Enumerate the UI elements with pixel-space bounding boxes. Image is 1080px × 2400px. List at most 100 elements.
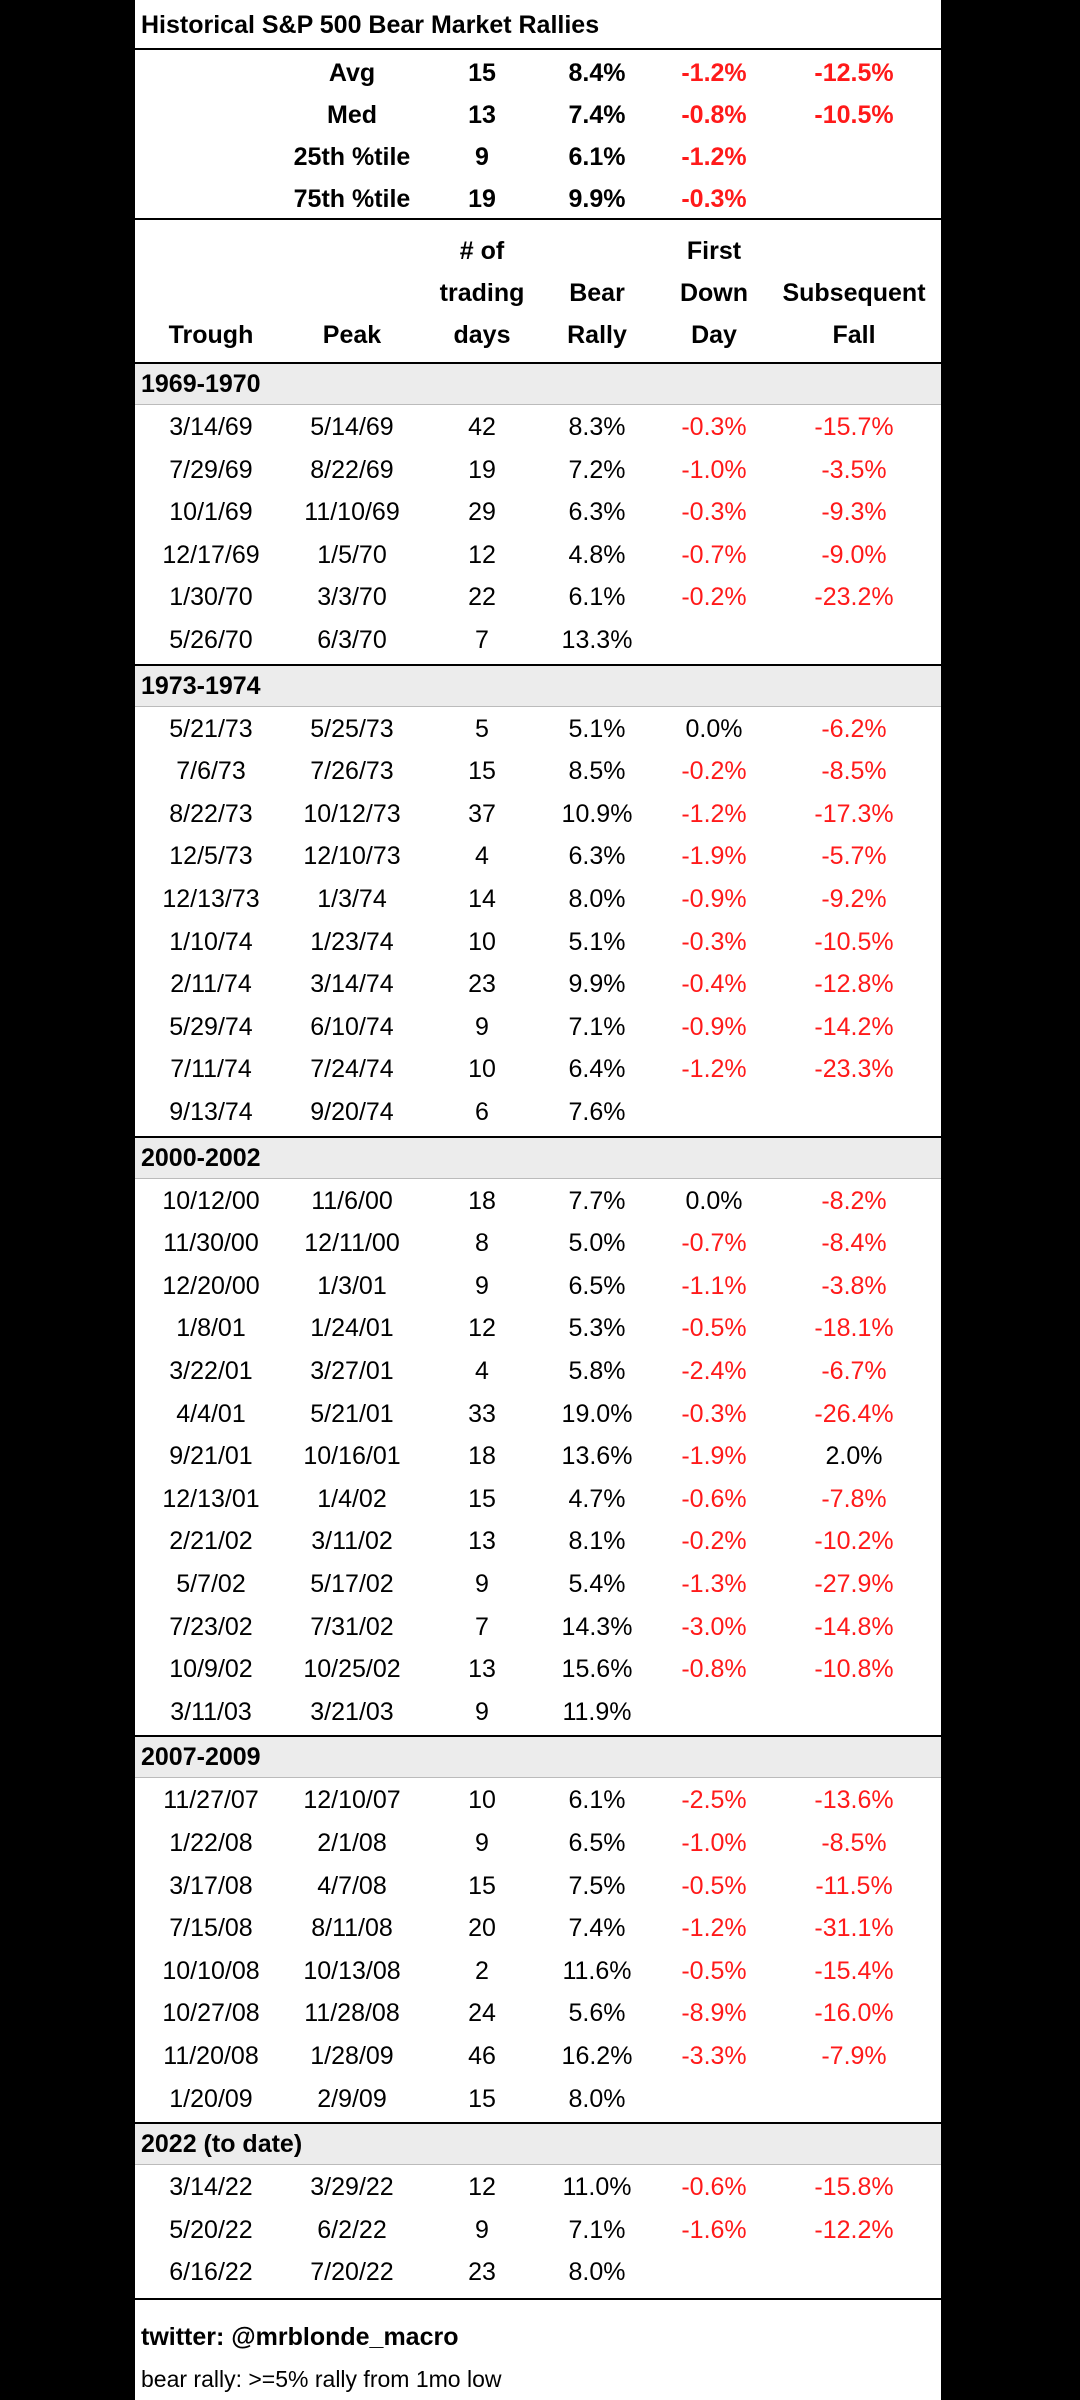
cell: 10 (468, 927, 496, 956)
cell: -1.6% (681, 2215, 747, 2244)
cell: 6.4% (568, 1055, 626, 1084)
cell: 8.5% (568, 757, 626, 786)
cell: 7/24/74 (310, 1055, 394, 1084)
group-label: 2022 (to date) (141, 2130, 303, 2159)
group-label: 2007-2009 (141, 1743, 261, 1772)
cell: Avg (328, 59, 376, 87)
cell: -9.2% (821, 885, 887, 913)
cell: 12 (468, 1314, 496, 1343)
cell: -0.5% (681, 1956, 747, 1985)
cell: 12 (468, 2173, 496, 2202)
cell: 1/20/09 (169, 2084, 253, 2113)
cell: 7 (475, 626, 489, 654)
cell: 7/11/74 (170, 1055, 252, 1084)
cell: -3.5% (821, 455, 887, 484)
cell: 10.9% (561, 799, 633, 828)
cell: 19 (468, 455, 496, 484)
cell: 0.0% (685, 1186, 743, 1215)
cell: 2/1/08 (317, 1829, 387, 1857)
cell: 10/9/02 (169, 1655, 253, 1684)
cell: 1/23/74 (310, 927, 394, 956)
cell: Trough (168, 321, 254, 349)
cell: 7/15/08 (169, 1914, 253, 1943)
cell: 1/24/01 (310, 1314, 394, 1343)
cell: 20 (468, 1914, 496, 1943)
cell: 9.9% (568, 970, 626, 999)
cell: 11/6/00 (311, 1186, 393, 1215)
cell: 1/5/70 (317, 540, 387, 569)
cell: -18.1% (814, 1314, 894, 1343)
cell: -1.2% (681, 59, 747, 87)
cell: 25th %tile (293, 143, 411, 171)
cell: Rally (567, 321, 627, 349)
cell: 10/12/00 (162, 1186, 260, 1215)
cell: -12.2% (814, 2215, 894, 2244)
cell: -10.5% (814, 927, 894, 956)
cell: 6.1% (568, 143, 626, 171)
cell: 7/20/22 (310, 2258, 394, 2287)
group-header (135, 663, 941, 707)
cell: 10/16/01 (303, 1442, 401, 1471)
cell: 10/12/73 (303, 799, 401, 828)
group-header (135, 1735, 941, 1779)
footer-note: bear rally: >=5% rally from 1mo low (141, 2366, 502, 2392)
cell: 1/3/74 (317, 885, 387, 913)
cell: -1.2% (681, 1914, 747, 1943)
cell: 9/21/01 (169, 1442, 253, 1471)
cell: -0.3% (681, 498, 747, 527)
cell: 0.0% (685, 714, 743, 743)
cell: -13.6% (814, 1786, 894, 1815)
footer-handle: twitter: @mrblonde_macro (141, 2323, 459, 2351)
group-header (135, 1135, 941, 1179)
cell: 4.7% (568, 1484, 626, 1513)
cell: -1.3% (681, 1570, 747, 1598)
cell: 9/13/74 (169, 1098, 253, 1126)
cell: 7.4% (568, 1914, 626, 1943)
cell: 8/22/73 (169, 799, 253, 828)
cell: 6.1% (568, 1786, 626, 1815)
cell: -9.3% (821, 498, 887, 527)
cell: 23 (468, 970, 496, 999)
cell: 5/26/70 (169, 626, 253, 654)
cell: -17.3% (814, 799, 894, 828)
cell: 14 (468, 885, 496, 913)
cell: 11/10/69 (304, 498, 400, 527)
rule (135, 2298, 941, 2300)
cell: Fall (832, 321, 876, 349)
cell: -6.2% (821, 714, 887, 743)
cell: 7/29/69 (169, 455, 253, 484)
cell: 11/27/07 (163, 1786, 259, 1815)
cell: -0.2% (681, 583, 747, 612)
cell: 1/8/01 (176, 1314, 246, 1343)
cell: 33 (468, 1399, 496, 1428)
cell: 6.5% (568, 1271, 626, 1300)
cell: -27.9% (814, 1570, 894, 1598)
cell: 10/1/69 (169, 498, 253, 527)
cell: -0.2% (681, 757, 747, 786)
cell: 15 (468, 1484, 496, 1513)
cell: -15.8% (814, 2173, 894, 2202)
cell: 13 (468, 1655, 496, 1684)
cell: -1.2% (681, 1055, 747, 1084)
cell: 4 (475, 842, 489, 871)
cell: 5.1% (568, 927, 626, 956)
cell: days (453, 321, 511, 349)
cell: 7/26/73 (310, 757, 394, 786)
cell: 15 (468, 59, 496, 87)
cell: -9.0% (821, 540, 887, 569)
cell: 8.0% (568, 2084, 626, 2113)
cell: # of (459, 237, 505, 265)
cell: 3/14/22 (169, 2173, 253, 2202)
cell: 3/11/03 (170, 1697, 252, 1726)
cell: -10.2% (814, 1527, 894, 1556)
cell: 9 (475, 2215, 489, 2244)
cell: -1.0% (681, 1829, 747, 1857)
cell: -2.5% (681, 1786, 747, 1815)
cell: 18 (468, 1442, 496, 1471)
cell: 15 (468, 1871, 496, 1900)
cell: 7/31/02 (310, 1612, 394, 1641)
cell: 46 (468, 2042, 496, 2070)
cell: 6.3% (568, 498, 626, 527)
cell: -0.8% (681, 101, 747, 129)
cell: Subsequent (782, 279, 926, 307)
